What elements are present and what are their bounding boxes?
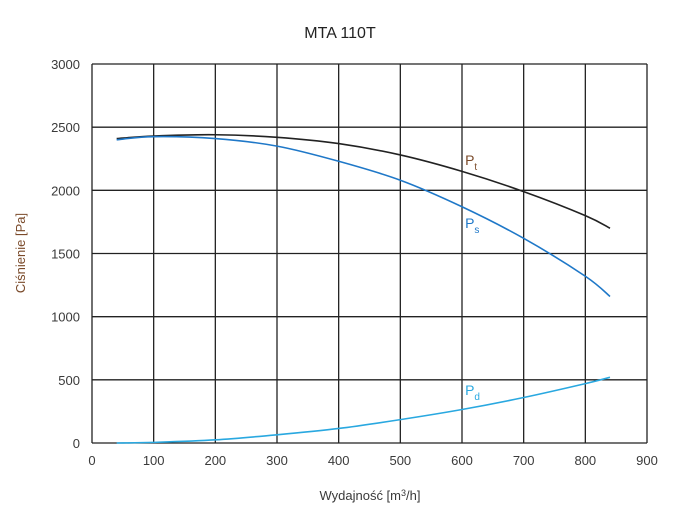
series-label-pd: Pd — [465, 382, 480, 403]
series-line-pt — [116, 133, 611, 229]
tick-labels: 0 100 200 300 400 500 600 700 800 900 0 500 1000 1500… — [51, 57, 658, 468]
series-label-sub: d — [474, 392, 480, 403]
x-tick-label: 600 — [451, 453, 473, 468]
series-label-sub: t — [474, 162, 477, 173]
chart-title: MTA 110T — [304, 25, 376, 42]
x-axis-label-suffix: /h] — [406, 488, 420, 503]
series-label-main: P — [465, 152, 474, 168]
x-tick-label: 700 — [513, 453, 535, 468]
y-tick-label: 500 — [58, 373, 80, 388]
series-label-pt: Pt — [465, 152, 477, 173]
y-tick-label: 0 — [73, 436, 80, 451]
series-label-sub: s — [474, 225, 479, 236]
y-axis-label: Ciśnienie [Pa] — [13, 213, 28, 293]
series-lines — [116, 133, 611, 444]
series-label-main: P — [465, 215, 474, 231]
x-tick-label: 300 — [266, 453, 288, 468]
x-tick-label: 400 — [328, 453, 350, 468]
x-tick-label: 100 — [143, 453, 165, 468]
x-axis-label: Wydajność [m3/h] — [319, 488, 420, 503]
x-axis-label-prefix: Wydajność [m — [319, 488, 401, 503]
x-tick-label: 900 — [636, 453, 658, 468]
x-tick-label: 500 — [389, 453, 411, 468]
x-axis-label-sup: 3 — [401, 488, 406, 498]
series-label-main: P — [465, 382, 474, 398]
series-line-pd — [116, 376, 611, 444]
x-tick-label: 800 — [574, 453, 596, 468]
x-tick-label: 200 — [204, 453, 226, 468]
y-tick-label: 3000 — [51, 57, 80, 72]
series-line-ps — [116, 135, 611, 298]
series-label-ps: Ps — [465, 215, 479, 236]
y-tick-label: 2000 — [51, 183, 80, 198]
y-tick-label: 2500 — [51, 120, 80, 135]
grid — [91, 63, 648, 444]
x-tick-label: 0 — [88, 453, 95, 468]
y-tick-label: 1000 — [51, 310, 80, 325]
y-tick-label: 1500 — [51, 247, 80, 262]
